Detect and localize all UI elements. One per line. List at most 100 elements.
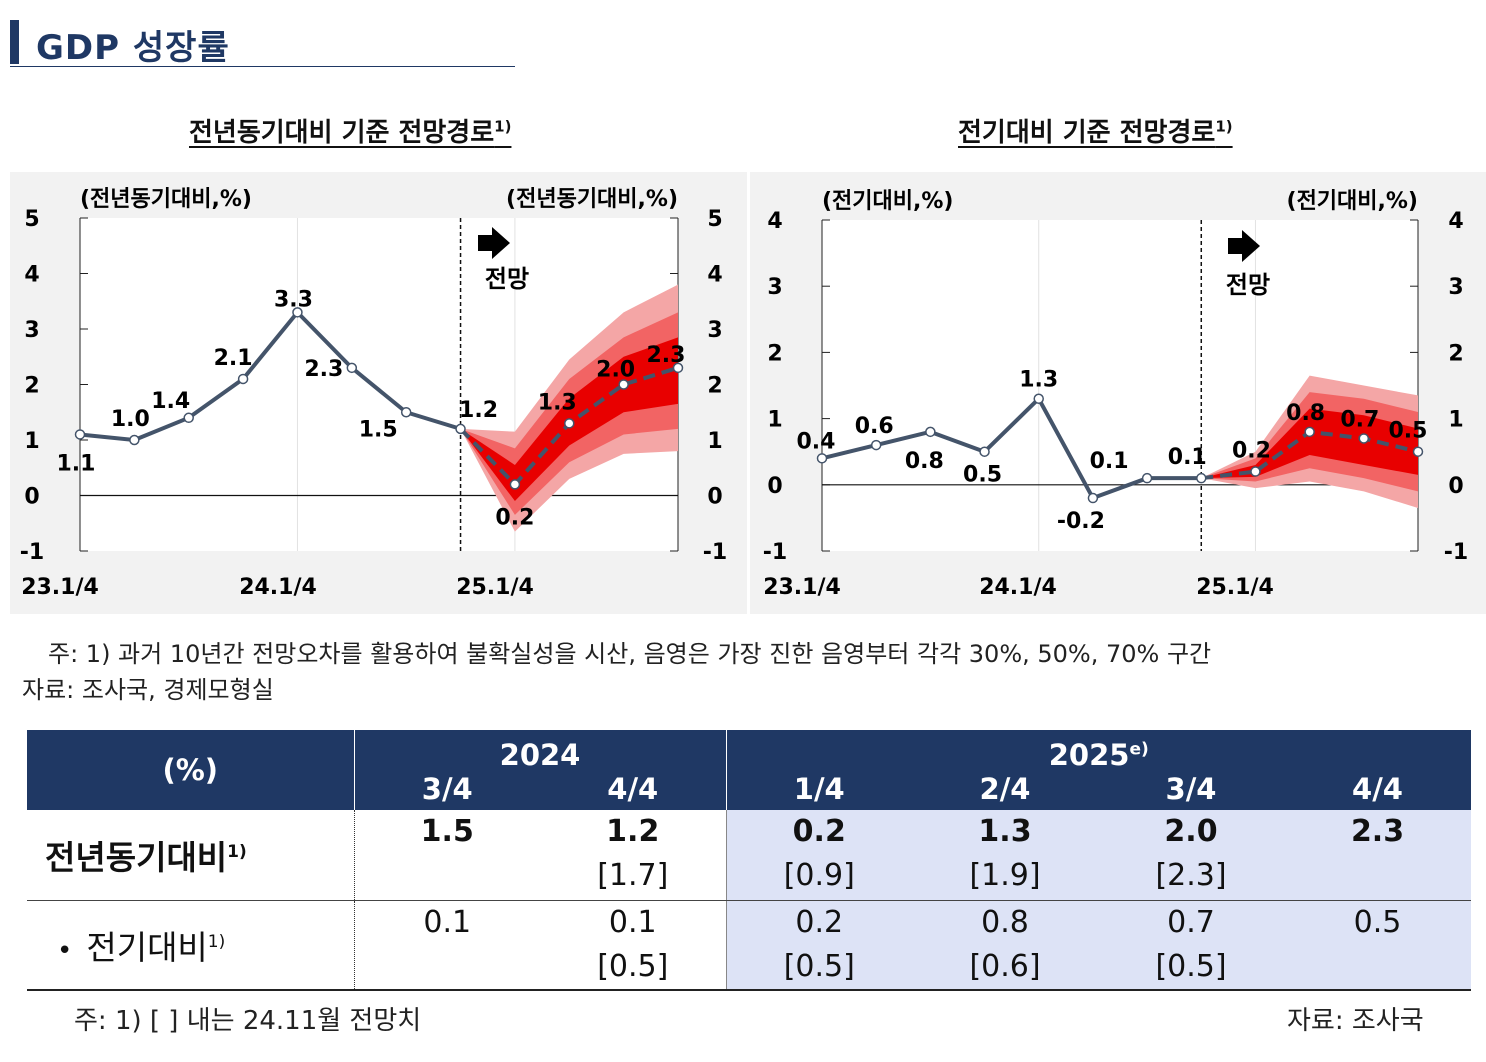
data-point [979, 446, 990, 457]
header-accent-bar [10, 20, 19, 64]
table-cell: 0.2 [0.5] [726, 900, 912, 991]
data-point [1033, 393, 1044, 404]
y-tick-label: 3 [1448, 275, 1463, 300]
data-label: 0.1 [1168, 445, 1207, 470]
y-axis-label-right: (전년동기대비,%) [506, 187, 678, 212]
data-label: 0.6 [855, 414, 894, 439]
data-point [455, 423, 466, 435]
table-cell: 0.1 [0.5] [540, 900, 727, 991]
y-tick-label: 5 [24, 207, 39, 232]
data-label: 2.3 [304, 357, 343, 382]
data-point [400, 407, 412, 418]
data-point [870, 439, 882, 451]
left-chart: -1 -1 0 0 1 1 2 2 3 3 4 4 5 5 1.1 1.01.4 2.1 3.3 2.3 1.5 1.2… [20, 187, 727, 600]
table-footnote: 주: 1) [ ] 내는 24.11월 전망치 [74, 1006, 422, 1036]
quarter-header: 3/4 [1098, 772, 1284, 810]
data-label: 3.3 [274, 287, 313, 312]
data-point [129, 434, 140, 446]
y-tick-label: -1 [20, 540, 44, 565]
year-2024-header: 2024 [354, 730, 727, 772]
data-point [183, 412, 194, 424]
data-label: 1.3 [538, 390, 577, 415]
data-label: 1.3 [1019, 368, 1058, 393]
data-label: 1.4 [151, 389, 190, 414]
y-tick-label: 3 [767, 275, 782, 300]
y-tick-label: 4 [24, 263, 39, 288]
fan-band30 [1201, 408, 1418, 479]
x-tick-label: 24.1/4 [239, 575, 317, 600]
unit-header: (%) [27, 730, 355, 810]
table-cell: 1.5 [354, 810, 540, 901]
page-header: GDP 성장률 [10, 14, 515, 68]
year-2025-header: 2025e) [726, 730, 1472, 772]
y-tick-label: 4 [707, 263, 722, 288]
x-tick-label: 24.1/4 [979, 575, 1057, 600]
table-cell: 2.3 [1284, 810, 1472, 901]
table-cell: 2.0 [2.3] [1098, 810, 1284, 901]
quarter-header: 4/4 [540, 772, 727, 810]
data-label: 0.5 [963, 463, 1002, 488]
data-point [237, 373, 249, 385]
y-tick-label: 0 [767, 474, 782, 499]
table-cell: 1.2 [1.7] [540, 810, 727, 901]
y-tick-label: 0 [1448, 474, 1463, 499]
table-cell: 0.7 [0.5] [1098, 900, 1284, 991]
y-tick-label: 1 [24, 429, 39, 454]
y-tick-label: 4 [1448, 209, 1463, 234]
y-tick-label: 4 [767, 209, 782, 234]
arrow-right-icon [1228, 230, 1260, 262]
data-label: 0.7 [1340, 407, 1379, 432]
data-point [1358, 433, 1370, 444]
data-label: 1.0 [111, 407, 150, 432]
data-label: 1.1 [57, 451, 96, 476]
y-tick-label: 1 [707, 429, 722, 454]
x-tick-label: 25.1/4 [456, 575, 534, 600]
forecast-label: 전망 [1226, 271, 1270, 299]
y-tick-label: 5 [707, 207, 722, 232]
data-point [672, 362, 684, 374]
data-label: -0.2 [1057, 509, 1105, 534]
y-tick-label: 0 [24, 485, 39, 510]
right-chart-title: 전기대비 기준 전망경로1) [958, 117, 1233, 148]
y-axis-label-right: (전기대비,%) [1287, 189, 1418, 214]
left-chart-title: 전년동기대비 기준 전망경로1) [189, 117, 512, 148]
y-tick-label: 0 [707, 485, 722, 510]
data-point [564, 418, 575, 429]
right-chart: -1 -1 0 0 1 1 2 2 3 3 4 4 0.4 0.6 0.8 0.5 1.3 -0.2 0.1 0.1 0… [763, 189, 1468, 600]
y-tick-label: 2 [767, 341, 782, 366]
y-tick-label: 3 [24, 318, 39, 343]
x-tick-label: 23.1/4 [763, 575, 841, 600]
data-label: 0.2 [495, 505, 534, 530]
y-tick-label: -1 [703, 540, 727, 565]
y-tick-label: 2 [1448, 341, 1463, 366]
y-tick-label: 1 [767, 408, 782, 433]
y-tick-label: 2 [707, 374, 722, 399]
data-point [1304, 426, 1315, 438]
table-row: • 전기대비1) 0.1 0.1 [0.5] 0.2 [0.5] 0.8 [0.6] 0… [27, 900, 1472, 991]
data-point [74, 429, 86, 440]
quarter-header: 3/4 [354, 772, 540, 810]
x-tick-label: 25.1/4 [1196, 575, 1274, 600]
x-tick-label: 23.1/4 [21, 575, 99, 600]
data-point [1087, 492, 1099, 504]
data-label: 0.8 [905, 449, 944, 474]
table-row: 전년동기대비1) 1.5 1.2 [1.7] 0.2 [0.9] 1.3 [1.9] … [27, 810, 1472, 901]
data-point [925, 426, 936, 438]
y-tick-label: -1 [1444, 540, 1468, 565]
table-cell: 1.3 [1.9] [912, 810, 1098, 901]
data-label: 0.5 [1389, 419, 1428, 444]
y-axis-label-left: (전년동기대비,%) [80, 187, 252, 212]
forecast-label: 전망 [485, 265, 529, 293]
data-point [292, 307, 303, 318]
data-label: 2.1 [214, 346, 253, 371]
data-point [816, 453, 828, 464]
data-label: 0.1 [1090, 449, 1129, 474]
data-label: 1.2 [459, 398, 498, 423]
quarter-header: 2/4 [912, 772, 1098, 810]
table-source: 자료: 조사국 [1287, 1006, 1424, 1036]
chart-source: 자료: 조사국, 경제모형실 [22, 676, 274, 704]
y-tick-label: 2 [24, 374, 39, 399]
data-label: 0.2 [1232, 439, 1271, 464]
data-label: 2.3 [647, 343, 686, 368]
y-axis-label-left: (전기대비,%) [822, 189, 953, 214]
